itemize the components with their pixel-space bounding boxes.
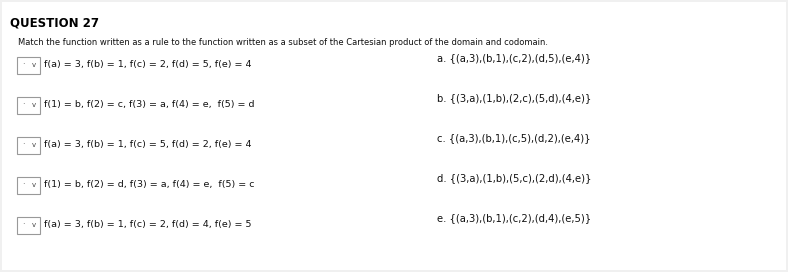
Text: QUESTION 27: QUESTION 27 — [10, 16, 99, 29]
Text: v: v — [32, 182, 36, 188]
Text: c. {(a,3),(b,1),(c,5),(d,2),(e,4)}: c. {(a,3),(b,1),(c,5),(d,2),(e,4)} — [437, 133, 591, 143]
Text: f(1) = b, f(2) = c, f(3) = a, f(4) = e,  f(5) = d: f(1) = b, f(2) = c, f(3) = a, f(4) = e, … — [44, 100, 255, 110]
Text: f(a) = 3, f(b) = 1, f(c) = 2, f(d) = 5, f(e) = 4: f(a) = 3, f(b) = 1, f(c) = 2, f(d) = 5, … — [44, 60, 251, 70]
Text: v: v — [32, 142, 36, 148]
FancyBboxPatch shape — [17, 137, 40, 153]
Text: ·: · — [22, 181, 24, 190]
Text: b. {(3,a),(1,b),(2,c),(5,d),(4,e)}: b. {(3,a),(1,b),(2,c),(5,d),(4,e)} — [437, 93, 591, 103]
Text: ·: · — [22, 141, 24, 150]
Text: a. {(a,3),(b,1),(c,2),(d,5),(e,4)}: a. {(a,3),(b,1),(c,2),(d,5),(e,4)} — [437, 53, 591, 63]
Text: f(1) = b, f(2) = d, f(3) = a, f(4) = e,  f(5) = c: f(1) = b, f(2) = d, f(3) = a, f(4) = e, … — [44, 181, 255, 190]
FancyBboxPatch shape — [17, 177, 40, 193]
Text: ·: · — [22, 100, 24, 110]
Text: Match the function written as a rule to the function written as a subset of the : Match the function written as a rule to … — [18, 38, 548, 47]
Text: e. {(a,3),(b,1),(c,2),(d,4),(e,5)}: e. {(a,3),(b,1),(c,2),(d,4),(e,5)} — [437, 213, 591, 223]
Text: v: v — [32, 62, 36, 68]
Text: v: v — [32, 222, 36, 228]
Text: ·: · — [22, 60, 24, 70]
Text: v: v — [32, 102, 36, 108]
Text: f(a) = 3, f(b) = 1, f(c) = 5, f(d) = 2, f(e) = 4: f(a) = 3, f(b) = 1, f(c) = 5, f(d) = 2, … — [44, 141, 251, 150]
Text: f(a) = 3, f(b) = 1, f(c) = 2, f(d) = 4, f(e) = 5: f(a) = 3, f(b) = 1, f(c) = 2, f(d) = 4, … — [44, 221, 251, 230]
Text: d. {(3,a),(1,b),(5,c),(2,d),(4,e)}: d. {(3,a),(1,b),(5,c),(2,d),(4,e)} — [437, 173, 592, 183]
Text: ·: · — [22, 221, 24, 230]
FancyBboxPatch shape — [17, 217, 40, 233]
FancyBboxPatch shape — [17, 97, 40, 113]
FancyBboxPatch shape — [17, 57, 40, 73]
